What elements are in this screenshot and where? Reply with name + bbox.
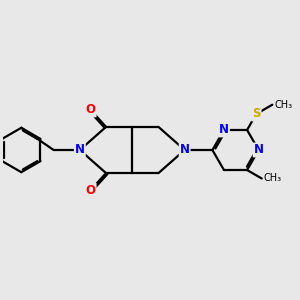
Text: O: O xyxy=(85,184,96,196)
Text: N: N xyxy=(75,143,85,157)
Text: N: N xyxy=(219,124,229,136)
Text: N: N xyxy=(180,143,190,157)
Text: O: O xyxy=(85,103,96,116)
Text: S: S xyxy=(252,107,261,121)
Text: CH₃: CH₃ xyxy=(263,173,281,184)
Text: N: N xyxy=(254,143,264,157)
Text: CH₃: CH₃ xyxy=(275,100,293,110)
